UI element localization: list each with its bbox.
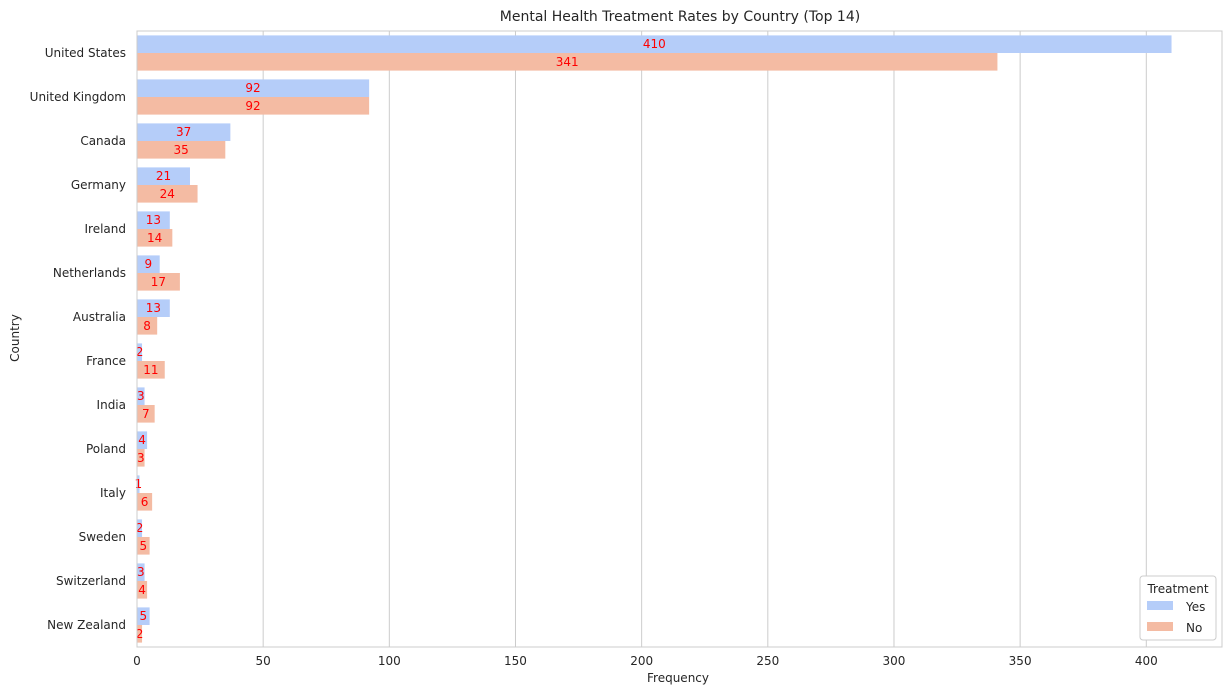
- data-label-yes: 3: [137, 389, 145, 403]
- data-label-no: 5: [139, 539, 147, 553]
- bar-no: [137, 141, 226, 159]
- data-label-no: 2: [136, 627, 144, 641]
- y-axis-label: Country: [8, 314, 22, 362]
- x-tick-label: 300: [883, 654, 906, 668]
- bar-yes: [137, 79, 370, 97]
- bar-yes: [137, 519, 143, 537]
- data-label-yes: 2: [136, 345, 144, 359]
- data-label-yes: 13: [146, 301, 161, 315]
- bar-no: [137, 229, 173, 247]
- bar-yes: [137, 167, 190, 185]
- bar-no: [137, 53, 998, 71]
- bar-no: [137, 97, 370, 115]
- y-tick-label: Netherlands: [53, 266, 126, 280]
- x-tick-label: 250: [756, 654, 779, 668]
- data-label-no: 6: [141, 495, 149, 509]
- bars-group: [137, 35, 1172, 643]
- bar-yes: [137, 255, 160, 273]
- data-label-no: 17: [151, 275, 166, 289]
- data-label-no: 11: [143, 363, 158, 377]
- y-tick-label: United States: [45, 46, 126, 60]
- data-label-no: 92: [245, 99, 260, 113]
- x-tick-label: 150: [504, 654, 527, 668]
- x-tick-label: 50: [256, 654, 271, 668]
- bar-no: [137, 273, 180, 291]
- y-tick-label: Australia: [73, 310, 126, 324]
- bar-yes: [137, 35, 1172, 53]
- y-tick-label: Italy: [100, 486, 126, 500]
- bar-yes: [137, 211, 170, 229]
- grid-lines: [136, 31, 1147, 647]
- data-label-yes: 37: [176, 125, 191, 139]
- data-label-no: 8: [143, 319, 151, 333]
- data-label-no: 4: [138, 583, 146, 597]
- legend-swatch-yes: [1147, 601, 1173, 610]
- bar-no: [137, 405, 155, 423]
- bar-no: [137, 449, 145, 467]
- x-axis-label: Frequency: [647, 671, 709, 685]
- y-tick-label: France: [86, 354, 126, 368]
- bar-yes: [137, 123, 231, 141]
- bar-yes: [137, 299, 170, 317]
- data-label-yes: 410: [643, 37, 666, 51]
- data-label-no: 7: [142, 407, 150, 421]
- y-tick-label: Germany: [71, 178, 126, 192]
- bar-yes: [137, 387, 145, 405]
- bar-no: [137, 185, 198, 203]
- y-tick-label: Sweden: [79, 530, 126, 544]
- data-label-yes: 3: [137, 565, 145, 579]
- legend-label-yes: Yes: [1185, 600, 1205, 614]
- y-tick-label: India: [97, 398, 126, 412]
- data-label-yes: 92: [245, 81, 260, 95]
- data-label-yes: 9: [145, 257, 153, 271]
- data-label-no: 3: [137, 451, 145, 465]
- data-label-yes: 4: [138, 433, 146, 447]
- y-tick-label: Canada: [80, 134, 126, 148]
- data-label-no: 341: [556, 55, 579, 69]
- plot-frame: [136, 30, 1223, 648]
- x-tick-label: 400: [1135, 654, 1158, 668]
- x-tick-label: 200: [630, 654, 653, 668]
- bar-yes: [137, 431, 148, 449]
- bar-no: [137, 493, 153, 511]
- data-label-no: 24: [160, 187, 175, 201]
- x-tick-label: 350: [1009, 654, 1032, 668]
- legend-label-no: No: [1186, 621, 1202, 635]
- bar-yes: [137, 563, 145, 581]
- legend-swatch-no: [1147, 622, 1173, 631]
- x-tick-label: 0: [133, 654, 141, 668]
- bar-no: [137, 317, 158, 335]
- chart-title: Mental Health Treatment Rates by Country…: [500, 9, 860, 25]
- bar-no: [137, 361, 165, 379]
- legend: Treatment Yes No: [1139, 575, 1217, 641]
- data-label-yes: 1: [134, 477, 142, 491]
- bar-no: [137, 625, 143, 643]
- legend-title: Treatment: [1146, 582, 1208, 596]
- y-tick-label: Ireland: [84, 222, 126, 236]
- bar-no: [137, 537, 150, 555]
- y-tick-label: United Kingdom: [30, 90, 126, 104]
- bar-no: [137, 581, 148, 599]
- y-tick-label: Poland: [86, 442, 126, 456]
- data-label-yes: 21: [156, 169, 171, 183]
- data-label-yes: 5: [139, 609, 147, 623]
- data-label-no: 14: [147, 231, 162, 245]
- bar-yes: [137, 343, 143, 361]
- data-labels-group: 4103419292373521241314917138211374316253…: [134, 37, 665, 641]
- x-tick-label: 100: [378, 654, 401, 668]
- bar-yes: [137, 475, 140, 493]
- axes-group: 0 50 100 150 200 250 300 350 400 United States Uni…: [30, 30, 1223, 668]
- y-tick-label: Switzerland: [56, 574, 126, 588]
- data-label-no: 35: [174, 143, 189, 157]
- data-label-yes: 2: [136, 521, 144, 535]
- data-label-yes: 13: [146, 213, 161, 227]
- y-tick-label: New Zealand: [47, 618, 126, 632]
- bar-yes: [137, 607, 150, 625]
